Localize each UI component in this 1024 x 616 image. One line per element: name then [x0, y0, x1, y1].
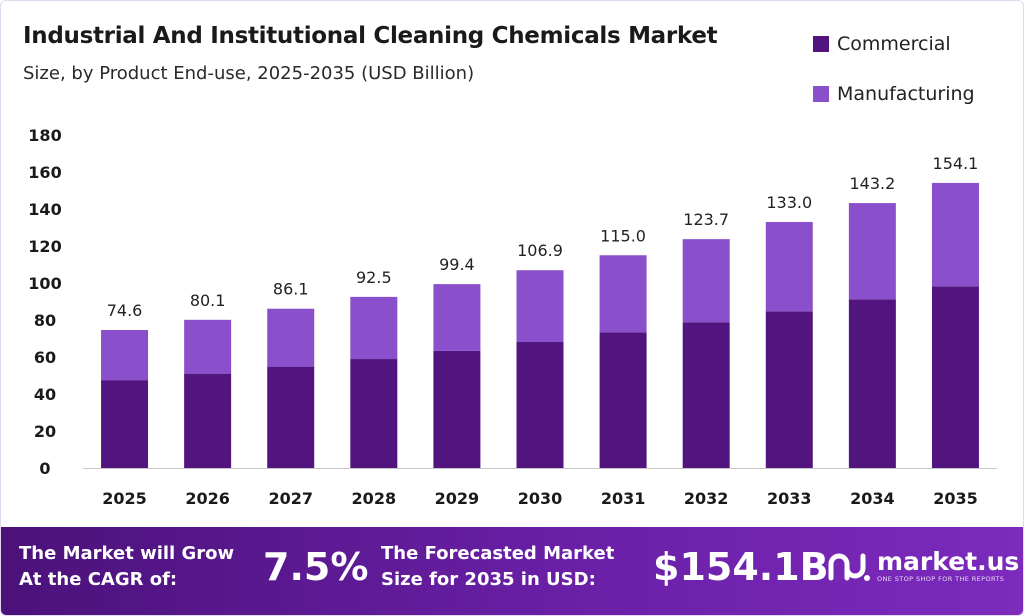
y-tick-label: 60: [34, 348, 56, 367]
data-label-total: 133.0: [766, 193, 812, 212]
forecast-label: The Forecasted Market Size for 2035 in U…: [381, 541, 614, 593]
legend-swatch-manufacturing: [813, 86, 829, 102]
bar-commercial-2027: [267, 366, 315, 468]
forecast-value: $154.1B: [653, 545, 829, 589]
x-tick-label: 2031: [601, 489, 646, 508]
data-label-total: 86.1: [273, 280, 309, 299]
y-tick-label: 40: [34, 385, 56, 404]
legend-label-manufacturing: Manufacturing: [837, 83, 975, 105]
data-label-total: 99.4: [439, 255, 475, 274]
bar-commercial-2028: [350, 359, 398, 468]
y-tick-label: 160: [28, 163, 61, 182]
legend-swatch-commercial: [813, 36, 829, 52]
x-tick-label: 2025: [102, 489, 147, 508]
bar-manufacturing-2026: [184, 319, 232, 374]
chart-title: Industrial And Institutional Cleaning Ch…: [23, 23, 718, 49]
cagr-label-line1: The Market will Grow: [19, 543, 235, 564]
legend-item-manufacturing: Manufacturing: [813, 81, 975, 107]
bar-commercial-2031: [599, 332, 647, 468]
bar-commercial-2030: [516, 342, 564, 468]
bar-manufacturing-2031: [599, 255, 647, 333]
bar-commercial-2032: [682, 322, 730, 468]
data-label-total: 74.6: [107, 301, 143, 320]
bar-manufacturing-2030: [516, 270, 564, 343]
y-tick-label: 20: [34, 422, 56, 441]
bar-manufacturing-2032: [682, 239, 730, 323]
x-tick-label: 2027: [268, 489, 313, 508]
legend-label-commercial: Commercial: [837, 33, 951, 55]
bar-commercial-2025: [101, 380, 149, 468]
y-tick-label: 0: [39, 459, 50, 478]
data-label-total: 106.9: [517, 241, 563, 260]
legend: Commercial Manufacturing: [813, 31, 975, 131]
forecast-label-line2: Size for 2035 in USD:: [381, 569, 596, 590]
forecast-label-line1: The Forecasted Market: [381, 543, 615, 564]
cagr-value: 7.5%: [263, 545, 369, 589]
legend-item-commercial: Commercial: [813, 31, 975, 57]
x-tick-label: 2026: [185, 489, 230, 508]
data-label-total: 80.1: [190, 291, 226, 310]
y-tick-label: 80: [34, 311, 56, 330]
y-tick-label: 100: [28, 274, 61, 293]
y-tick-label: 140: [28, 200, 61, 219]
bar-commercial-2029: [433, 350, 481, 468]
bar-manufacturing-2033: [765, 221, 813, 312]
y-tick-label: 120: [28, 237, 61, 256]
x-tick-label: 2028: [352, 489, 397, 508]
bar-commercial-2033: [765, 311, 813, 468]
bar-commercial-2034: [848, 299, 896, 468]
x-tick-label: 2035: [933, 489, 978, 508]
cagr-label-line2: At the CAGR of:: [19, 569, 178, 590]
logo-name: market.us: [877, 547, 1020, 576]
bar-manufacturing-2034: [848, 203, 896, 300]
market-us-logo[interactable]: market.us ONE STOP SHOP FOR THE REPORTS: [827, 549, 1019, 583]
bar-manufacturing-2027: [267, 308, 315, 367]
data-label-total: 92.5: [356, 268, 392, 287]
data-label-total: 143.2: [849, 174, 895, 193]
x-tick-label: 2033: [767, 489, 812, 508]
bar-manufacturing-2028: [350, 296, 398, 360]
x-tick-label: 2029: [435, 489, 480, 508]
cagr-label: The Market will Grow At the CAGR of:: [19, 541, 234, 593]
bar-manufacturing-2029: [433, 284, 481, 351]
x-tick-label: 2030: [518, 489, 563, 508]
market-us-logo-icon: [828, 553, 870, 581]
bar-chart: 0 20 40 60 80 100 120 140 160 180 74.6 2025 80.1 2026…: [28, 126, 997, 508]
data-label-total: 154.1: [933, 154, 979, 173]
x-tick-label: 2032: [684, 489, 729, 508]
data-label-total: 123.7: [683, 210, 729, 229]
chart-subtitle: Size, by Product End-use, 2025-2035 (USD…: [23, 63, 475, 84]
logo-tagline: ONE STOP SHOP FOR THE REPORTS: [877, 575, 1005, 583]
y-tick-label: 180: [28, 126, 61, 145]
bar-commercial-2035: [931, 286, 979, 468]
bar-manufacturing-2035: [931, 182, 979, 287]
data-label-total: 115.0: [600, 226, 646, 245]
bar-commercial-2026: [184, 373, 232, 468]
bar-manufacturing-2025: [101, 329, 149, 381]
footer-banner: The Market will Grow At the CAGR of: 7.5…: [1, 527, 1023, 615]
x-tick-label: 2034: [850, 489, 895, 508]
